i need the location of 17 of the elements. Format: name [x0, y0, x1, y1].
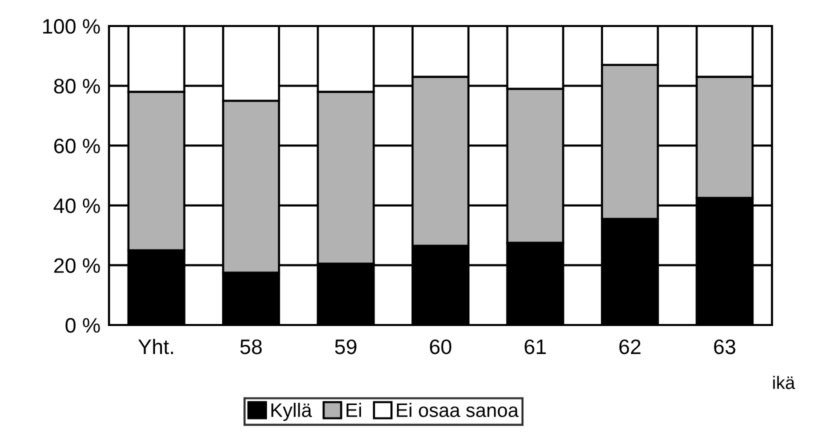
y-tick-label: 80 %	[54, 78, 100, 94]
legend-label: Kyllä	[271, 402, 312, 421]
x-tick-label: 63	[714, 339, 736, 354]
x-tick-label: Yht.	[138, 338, 173, 354]
x-tick-label: 60	[430, 339, 452, 354]
x-tick-label: 62	[619, 339, 640, 354]
x-tick-label: 59	[335, 339, 356, 354]
x-tick-label: 61	[524, 339, 546, 354]
y-tick-label: 0 %	[66, 318, 100, 333]
x-axis-title: ikä	[773, 376, 796, 390]
y-tick-label: 60 %	[54, 138, 100, 154]
y-tick-label: 20 %	[54, 258, 100, 273]
y-tick-label: 100 %	[43, 19, 100, 34]
legend-label: Ei osaa sanoa	[396, 402, 519, 418]
legend-label: Ei	[346, 402, 362, 417]
x-tick-label: 58	[240, 339, 262, 354]
y-tick-label: 40 %	[54, 198, 100, 214]
